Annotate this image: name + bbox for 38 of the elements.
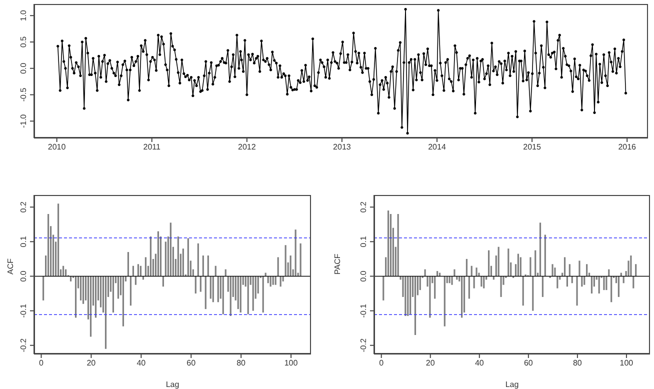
y-tick-label: -0.5 — [19, 87, 28, 102]
x-tick-label: 0 — [39, 358, 44, 368]
y-tick-label: 0.0 — [359, 270, 368, 282]
x-axis-title: Lag — [505, 380, 519, 389]
y-axis-title: ACF — [6, 258, 15, 274]
y-tick-label: -0.1 — [359, 303, 368, 318]
x-tick-label: 2012 — [238, 142, 256, 152]
x-tick-label: 80 — [572, 358, 582, 368]
x-axis-title: Lag — [166, 380, 180, 389]
x-tick-label: 20 — [426, 358, 436, 368]
x-tick-label: 2015 — [523, 142, 542, 152]
y-tick-label: 0.2 — [359, 200, 368, 213]
y-tick-label: 0.1 — [19, 236, 28, 248]
x-tick-label: 2011 — [143, 142, 162, 152]
y-tick-label: 0.0 — [19, 62, 28, 74]
y-tick-label: 0.5 — [19, 36, 28, 48]
y-tick-label: 0.1 — [359, 236, 368, 248]
x-tick-label: 40 — [474, 358, 484, 368]
y-axis-title: PACF — [332, 254, 342, 274]
x-tick-label: 60 — [524, 358, 534, 368]
y-tick-label: -0.2 — [359, 338, 368, 352]
x-tick-label: 0 — [379, 358, 384, 368]
y-tick-label: 1.0 — [19, 9, 28, 22]
x-tick-label: 20 — [86, 358, 96, 368]
y-tick-label: 0.2 — [19, 200, 28, 213]
y-tick-label: -0.2 — [19, 338, 28, 352]
x-tick-label: 100 — [284, 358, 298, 368]
x-tick-label: 2010 — [48, 142, 66, 152]
x-tick-label: 60 — [186, 358, 196, 368]
x-tick-label: 100 — [620, 358, 634, 368]
x-tick-label: 2016 — [618, 142, 637, 152]
x-tick-label: 2013 — [333, 142, 352, 152]
y-tick-label: -1.0 — [19, 114, 28, 128]
y-tick-label: 0.0 — [19, 270, 28, 282]
x-tick-label: 80 — [236, 358, 246, 368]
y-tick-label: -0.1 — [19, 303, 28, 318]
x-tick-label: 2014 — [428, 142, 446, 152]
x-tick-label: 40 — [136, 358, 146, 368]
